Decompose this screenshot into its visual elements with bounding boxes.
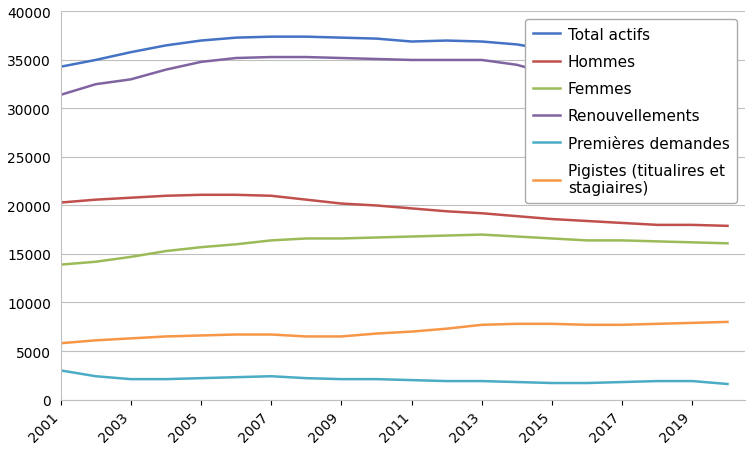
- Legend: Total actifs, Hommes, Femmes, Renouvellements, Premières demandes, Pigistes (tit: Total actifs, Hommes, Femmes, Renouvelle…: [525, 20, 738, 203]
